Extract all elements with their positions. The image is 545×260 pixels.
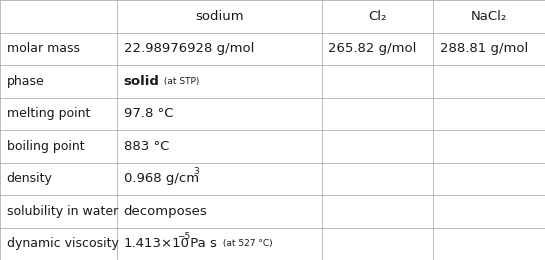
Text: (at STP): (at STP) (161, 77, 199, 86)
Text: decomposes: decomposes (124, 205, 208, 218)
Text: 265.82 g/mol: 265.82 g/mol (328, 42, 416, 55)
Text: density: density (7, 172, 52, 185)
Text: Cl₂: Cl₂ (368, 10, 386, 23)
Text: 97.8 °C: 97.8 °C (124, 107, 173, 120)
Text: sodium: sodium (195, 10, 244, 23)
Text: −5: −5 (177, 232, 190, 241)
Text: melting point: melting point (7, 107, 90, 120)
Text: molar mass: molar mass (7, 42, 80, 55)
Text: boiling point: boiling point (7, 140, 84, 153)
Text: 883 °C: 883 °C (124, 140, 169, 153)
Text: solid: solid (124, 75, 160, 88)
Text: 22.98976928 g/mol: 22.98976928 g/mol (124, 42, 254, 55)
Text: 0.968 g/cm: 0.968 g/cm (124, 172, 199, 185)
Text: solubility in water: solubility in water (7, 205, 118, 218)
Text: 3: 3 (193, 167, 199, 176)
Text: 288.81 g/mol: 288.81 g/mol (440, 42, 528, 55)
Text: Pa s: Pa s (186, 237, 217, 250)
Text: dynamic viscosity: dynamic viscosity (7, 237, 118, 250)
Text: (at 527 °C): (at 527 °C) (220, 239, 273, 248)
Text: 1.413×10: 1.413×10 (124, 237, 190, 250)
Text: phase: phase (7, 75, 44, 88)
Text: NaCl₂: NaCl₂ (471, 10, 507, 23)
